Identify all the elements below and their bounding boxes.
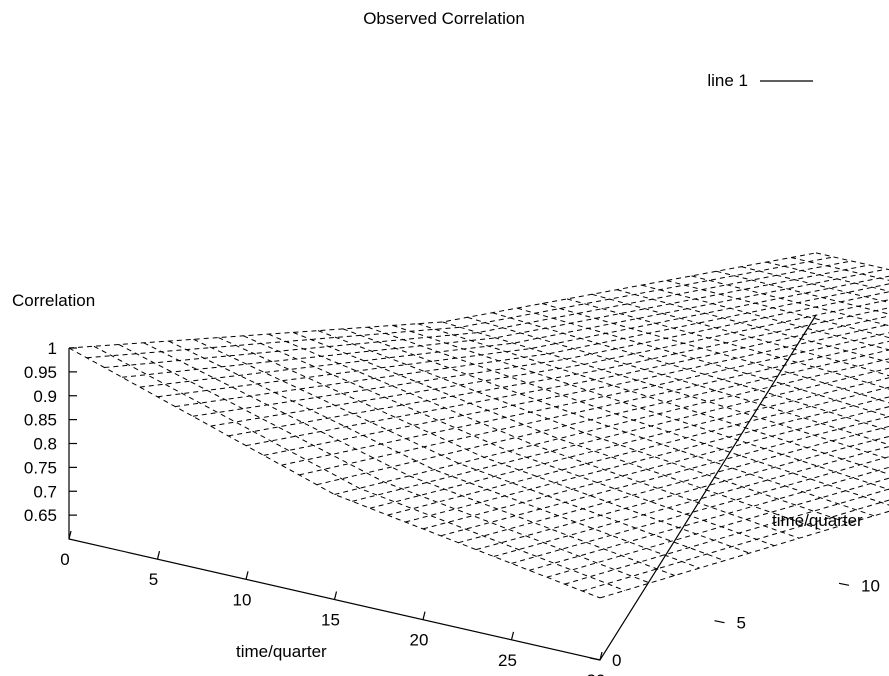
x-tick-label: 25 [498, 651, 517, 670]
surface-line-y [422, 406, 889, 530]
z-tick-label: 0.9 [33, 387, 57, 406]
surface-line-x [815, 252, 889, 271]
y-tick-mark [589, 657, 601, 661]
surface-line-y [298, 340, 889, 476]
surface-line-x [367, 326, 889, 506]
z-tick-label: 0.95 [24, 363, 57, 382]
surface-line-y [281, 332, 889, 466]
z-tick-label: 1 [48, 339, 57, 358]
y-tick-label: 0 [612, 651, 621, 670]
tick-labels: 0.650.70.750.80.850.90.95105101520253005… [24, 339, 880, 676]
y-tick-mark [714, 620, 725, 624]
surface-line-y [68, 252, 817, 349]
surface-line-y [599, 510, 889, 599]
surface-line-x [292, 331, 825, 532]
surface-line-y [352, 367, 889, 502]
surface-line-y [86, 256, 834, 359]
y-axis-label: time/quarter [772, 511, 863, 530]
x-tick-label: 15 [321, 611, 340, 630]
surface-line-x [566, 298, 889, 390]
y-tick-label: 10 [861, 576, 880, 595]
surface-line-x [790, 257, 889, 281]
surface-line-y [245, 315, 889, 447]
surface-line-y [316, 349, 889, 486]
x-tick-mark [599, 651, 603, 661]
surface-line-y [475, 435, 889, 551]
x-tick-label: 5 [149, 570, 158, 589]
surface-line-x [741, 266, 889, 304]
surface-line-y [582, 499, 889, 592]
x-tick-mark [422, 611, 426, 620]
chart-title: Observed Correlation [363, 9, 525, 28]
x-tick-mark [333, 591, 338, 600]
x-tick-mark [68, 530, 72, 540]
surface-line-x [591, 293, 889, 377]
surface-line-y [263, 323, 889, 456]
x-tick-mark [156, 551, 161, 560]
surface-line-y [175, 283, 889, 408]
surface-line-y [369, 377, 889, 509]
surface-line-x [118, 344, 650, 584]
surface-line-y [458, 425, 889, 544]
surface-line-y [564, 488, 889, 585]
legend-entry: line 1 [707, 71, 748, 90]
z-tick-label: 0.65 [24, 506, 57, 525]
y-tick-mark [838, 582, 850, 586]
z-tick-label: 0.85 [24, 411, 57, 430]
x-tick-label: 20 [410, 631, 429, 650]
surface-line-x [342, 328, 875, 517]
x-tick-label: 30 [587, 671, 606, 676]
surface-line-y [210, 299, 889, 427]
z-axis-label: Correlation [12, 291, 95, 310]
surface-line-y [546, 477, 889, 578]
x-tick-label: 0 [60, 550, 69, 569]
x-axis-label: time/quarter [236, 642, 327, 661]
surface-line-y [440, 415, 889, 537]
z-tick-label: 0.75 [24, 458, 57, 477]
surface-line-y [493, 446, 889, 557]
axis-frame [68, 314, 817, 661]
z-tick-label: 0.8 [33, 435, 57, 454]
surface-line-x [616, 289, 889, 363]
surface-line-y [511, 456, 889, 564]
surface-line-y [529, 466, 889, 571]
y-tick-label: 5 [737, 614, 746, 633]
axes [68, 314, 850, 661]
surface-line-y [122, 264, 870, 378]
surface-line-x [93, 345, 626, 591]
surface-line-y [192, 291, 889, 417]
surface-line-x [193, 338, 725, 562]
surface-line-x [143, 342, 675, 576]
surface-mesh [68, 252, 889, 599]
surface-line-x [666, 280, 889, 339]
surface-line-y [334, 358, 889, 495]
surface-line-y [139, 268, 887, 388]
surface-line-x [492, 312, 889, 432]
surface-line-y [157, 275, 889, 398]
surface-line-y [405, 396, 889, 523]
surface-line-y [387, 386, 889, 516]
surface-line-x [268, 333, 800, 539]
surface-line-x [691, 275, 889, 327]
surface-line-x [716, 270, 889, 315]
surface-line-x [392, 324, 889, 491]
surface-line-y [228, 307, 889, 437]
x-tick-label: 10 [233, 590, 252, 609]
surface-line-x [317, 330, 850, 524]
surface-line-x [467, 316, 889, 446]
x-tick-mark [510, 631, 515, 640]
surface-line-x [766, 261, 889, 292]
z-tick-label: 0.7 [33, 482, 57, 501]
x-tick-mark [245, 571, 249, 580]
